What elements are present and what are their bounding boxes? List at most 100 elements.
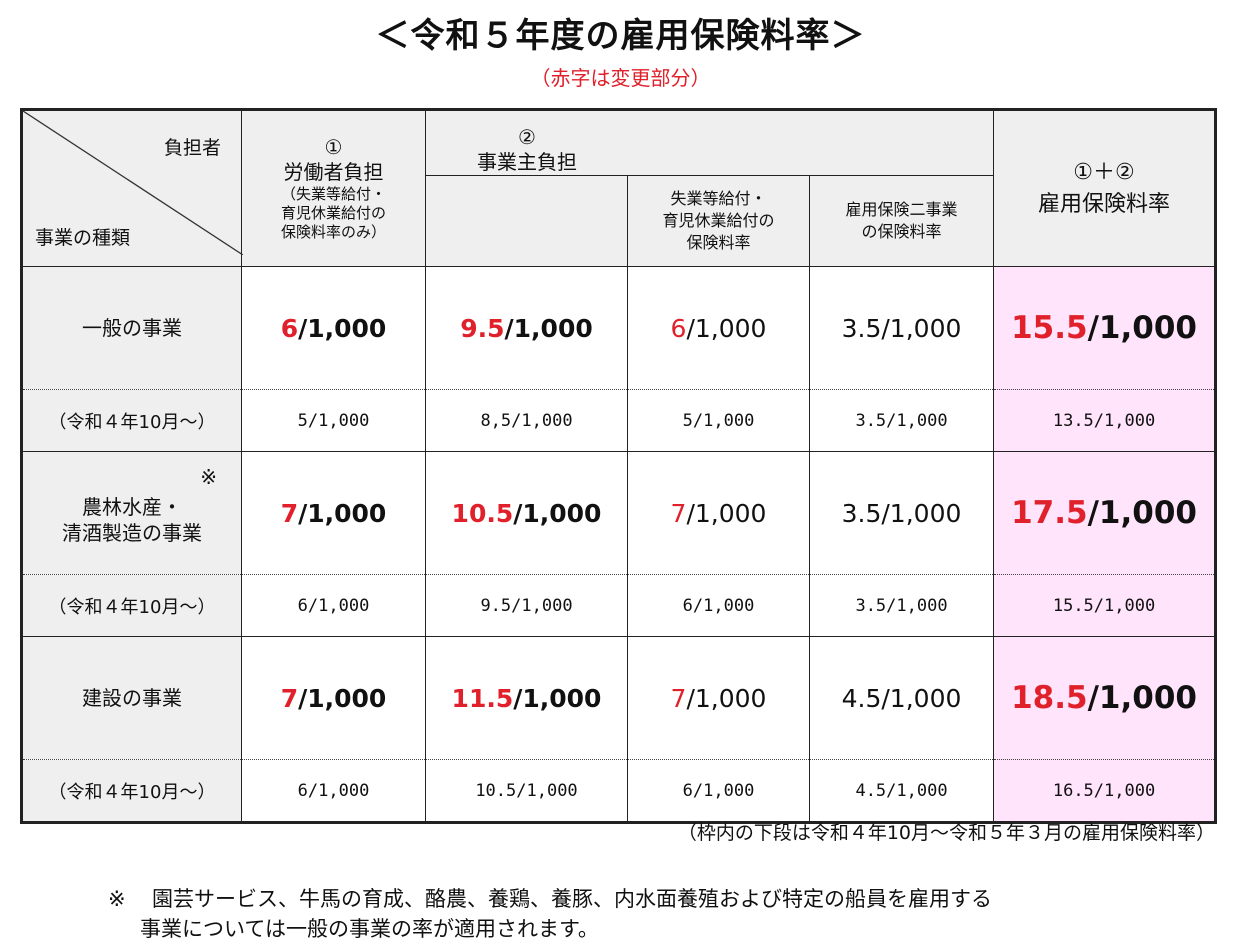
table-row-previous: （令和４年10月～） 5/1,000 8,5/1,000 5/1,000 3.5… [21, 389, 1217, 452]
two-programs-header-line-2: の保険料率 [861, 222, 942, 241]
total-rate-denominator: /1,000 [1087, 495, 1197, 531]
page-subtitle: （赤字は変更部分） [530, 66, 711, 90]
unemployment-rate-changed: 7 [670, 498, 687, 528]
rate-table: 負担者 事業の種類 ① 労働者負担 （失業等給付・ 育児休業給付の 保険料率のみ… [20, 108, 1218, 824]
previous-total-rate: 13.5/1,000 [993, 389, 1217, 452]
worker-rate-denominator: /1,000 [298, 683, 387, 713]
employer-header: ② 事業主負担 [424, 109, 995, 176]
corner-business-type-label: 事業の種類 [35, 227, 131, 249]
employer-rate: 11.5/1,000 [425, 636, 628, 760]
footnote-line-2: 事業については一般の事業の率が適用されます。 [140, 917, 599, 941]
worker-rate: 6/1,000 [241, 266, 426, 390]
two-programs-header-line-1: 雇用保険二事業 [845, 200, 958, 219]
sum-header: ①＋② 雇用保険料率 [993, 109, 1217, 267]
worker-note-3: 保険料率のみ） [280, 223, 386, 241]
total-rate-changed: 17.5 [1011, 495, 1088, 531]
unemployment-rate-denominator: /1,000 [686, 498, 767, 528]
worker-number: ① [324, 135, 343, 159]
unemployment-rate: 6/1,000 [627, 266, 810, 390]
previous-unemployment-rate: 5/1,000 [627, 389, 810, 452]
employer-rate-changed: 9.5 [460, 313, 505, 343]
unemployment-rate-changed: 6 [670, 313, 687, 343]
unemployment-rate: 7/1,000 [627, 451, 810, 575]
worker-rate-changed: 7 [280, 498, 299, 528]
two-programs-rate: 3.5/1,000 [808, 266, 995, 390]
total-rate: 18.5/1,000 [993, 636, 1217, 760]
total-rate-denominator: /1,000 [1087, 310, 1197, 346]
footnote-line-1: 園芸サービス、牛馬の育成、酪農、養鶏、養豚、内水面養殖および特定の船員を雇用する [152, 887, 992, 911]
previous-period-label: （令和４年10月～） [21, 389, 242, 452]
worker-header: ① 労働者負担 （失業等給付・ 育児休業給付の 保険料率のみ） [241, 109, 426, 267]
two-programs-rate: 3.5/1,000 [808, 451, 995, 575]
header-subrow: 失業等給付・ 育児休業給付の 保険料率 雇用保険二事業 の保険料率 [22, 175, 1216, 267]
footnote-mark: ※ [108, 887, 126, 911]
previous-unemployment-rate: 6/1,000 [627, 759, 810, 823]
previous-worker-rate: 6/1,000 [241, 574, 426, 637]
page-title: ＜令和５年度の雇用保険料率＞ [375, 16, 866, 56]
unemployment-rate-denominator: /1,000 [686, 683, 767, 713]
unemployment-header-line-1: 失業等給付・ [670, 189, 767, 208]
worker-rate-denominator: /1,000 [298, 313, 387, 343]
total-rate-changed: 18.5 [1011, 680, 1088, 716]
previous-unemployment-rate: 6/1,000 [627, 574, 810, 637]
employer-rate-changed: 10.5 [451, 498, 514, 528]
total-rate: 15.5/1,000 [993, 266, 1217, 390]
worker-rate-denominator: /1,000 [298, 498, 387, 528]
table-row: ※ 農林水産・ 清酒製造の事業 7/1,000 10.5/1,000 7/1,0… [21, 451, 1217, 575]
total-rate: 17.5/1,000 [993, 451, 1217, 575]
unemployment-rate-denominator: /1,000 [686, 313, 767, 343]
previous-two-programs-rate: 4.5/1,000 [808, 759, 995, 823]
previous-total-rate: 16.5/1,000 [993, 759, 1217, 823]
previous-employer-rate: 9.5/1,000 [425, 574, 628, 637]
two-programs-header: 雇用保険二事業 の保険料率 [808, 175, 995, 267]
sum-title: 雇用保険料率 [1038, 191, 1171, 217]
worker-rate-changed: 6 [280, 313, 299, 343]
total-rate-changed: 15.5 [1011, 310, 1088, 346]
sum-number: ①＋② [1073, 159, 1135, 185]
worker-note-2: 育児休業給付の [280, 204, 386, 222]
corner-diagonal [23, 111, 243, 255]
previous-employer-rate: 10.5/1,000 [425, 759, 628, 823]
previous-employer-rate: 8,5/1,000 [425, 389, 628, 452]
employer-rate-denominator: /1,000 [504, 313, 593, 343]
business-type-name: 農林水産・ [82, 495, 182, 519]
total-rate-denominator: /1,000 [1087, 680, 1197, 716]
worker-title: 労働者負担 [283, 160, 384, 184]
previous-worker-rate: 6/1,000 [241, 759, 426, 823]
worker-rate-changed: 7 [280, 683, 299, 713]
business-type-name-line-2: 清酒製造の事業 [62, 521, 202, 545]
asterisk-mark: ※ [200, 465, 217, 489]
previous-two-programs-rate: 3.5/1,000 [808, 389, 995, 452]
business-type-name: 建設の事業 [82, 686, 182, 710]
table-row-previous: （令和４年10月～） 6/1,000 10.5/1,000 6/1,000 4.… [21, 759, 1217, 823]
business-type-label: 一般の事業 [21, 266, 242, 390]
unemployment-header-line-2: 育児休業給付の [662, 211, 775, 230]
table-row: 建設の事業 7/1,000 11.5/1,000 7/1,000 4.5/1,0… [21, 636, 1217, 760]
employer-rate: 10.5/1,000 [425, 451, 628, 575]
two-programs-rate: 4.5/1,000 [808, 636, 995, 760]
worker-rate: 7/1,000 [241, 451, 426, 575]
header-row: 負担者 事業の種類 ① 労働者負担 （失業等給付・ 育児休業給付の 保険料率のみ… [21, 109, 1217, 267]
employer-rate-changed: 11.5 [451, 683, 514, 713]
unemployment-rate-changed: 7 [670, 683, 687, 713]
employer-rate-denominator: /1,000 [513, 498, 602, 528]
corner-burden-label: 負担者 [163, 137, 221, 159]
unemployment-header-line-3: 保険料率 [686, 233, 751, 252]
business-type-name: 一般の事業 [82, 316, 182, 340]
corner-header: 負担者 事業の種類 [21, 109, 243, 267]
previous-period-label: （令和４年10月～） [21, 574, 242, 637]
worker-note-1: （失業等給付・ [280, 185, 386, 203]
unemployment-rate: 7/1,000 [627, 636, 810, 760]
previous-period-label: （令和４年10月～） [21, 759, 242, 823]
unemployment-rate-header: 失業等給付・ 育児休業給付の 保険料率 [627, 175, 810, 267]
employer-rate-denominator: /1,000 [513, 683, 602, 713]
previous-worker-rate: 5/1,000 [241, 389, 426, 452]
worker-rate: 7/1,000 [241, 636, 426, 760]
range-note: （枠内の下段は令和４年10月～令和５年３月の雇用保険料率） [677, 822, 1215, 844]
business-type-label: ※ 農林水産・ 清酒製造の事業 [21, 451, 242, 575]
employer-title: 事業主負担 [477, 150, 577, 174]
footnote: ※ 園芸サービス、牛馬の育成、酪農、養鶏、養豚、内水面養殖および特定の船員を雇用す… [108, 884, 992, 944]
previous-two-programs-rate: 3.5/1,000 [808, 574, 995, 637]
business-type-label: 建設の事業 [21, 636, 242, 760]
previous-total-rate: 15.5/1,000 [993, 574, 1217, 637]
